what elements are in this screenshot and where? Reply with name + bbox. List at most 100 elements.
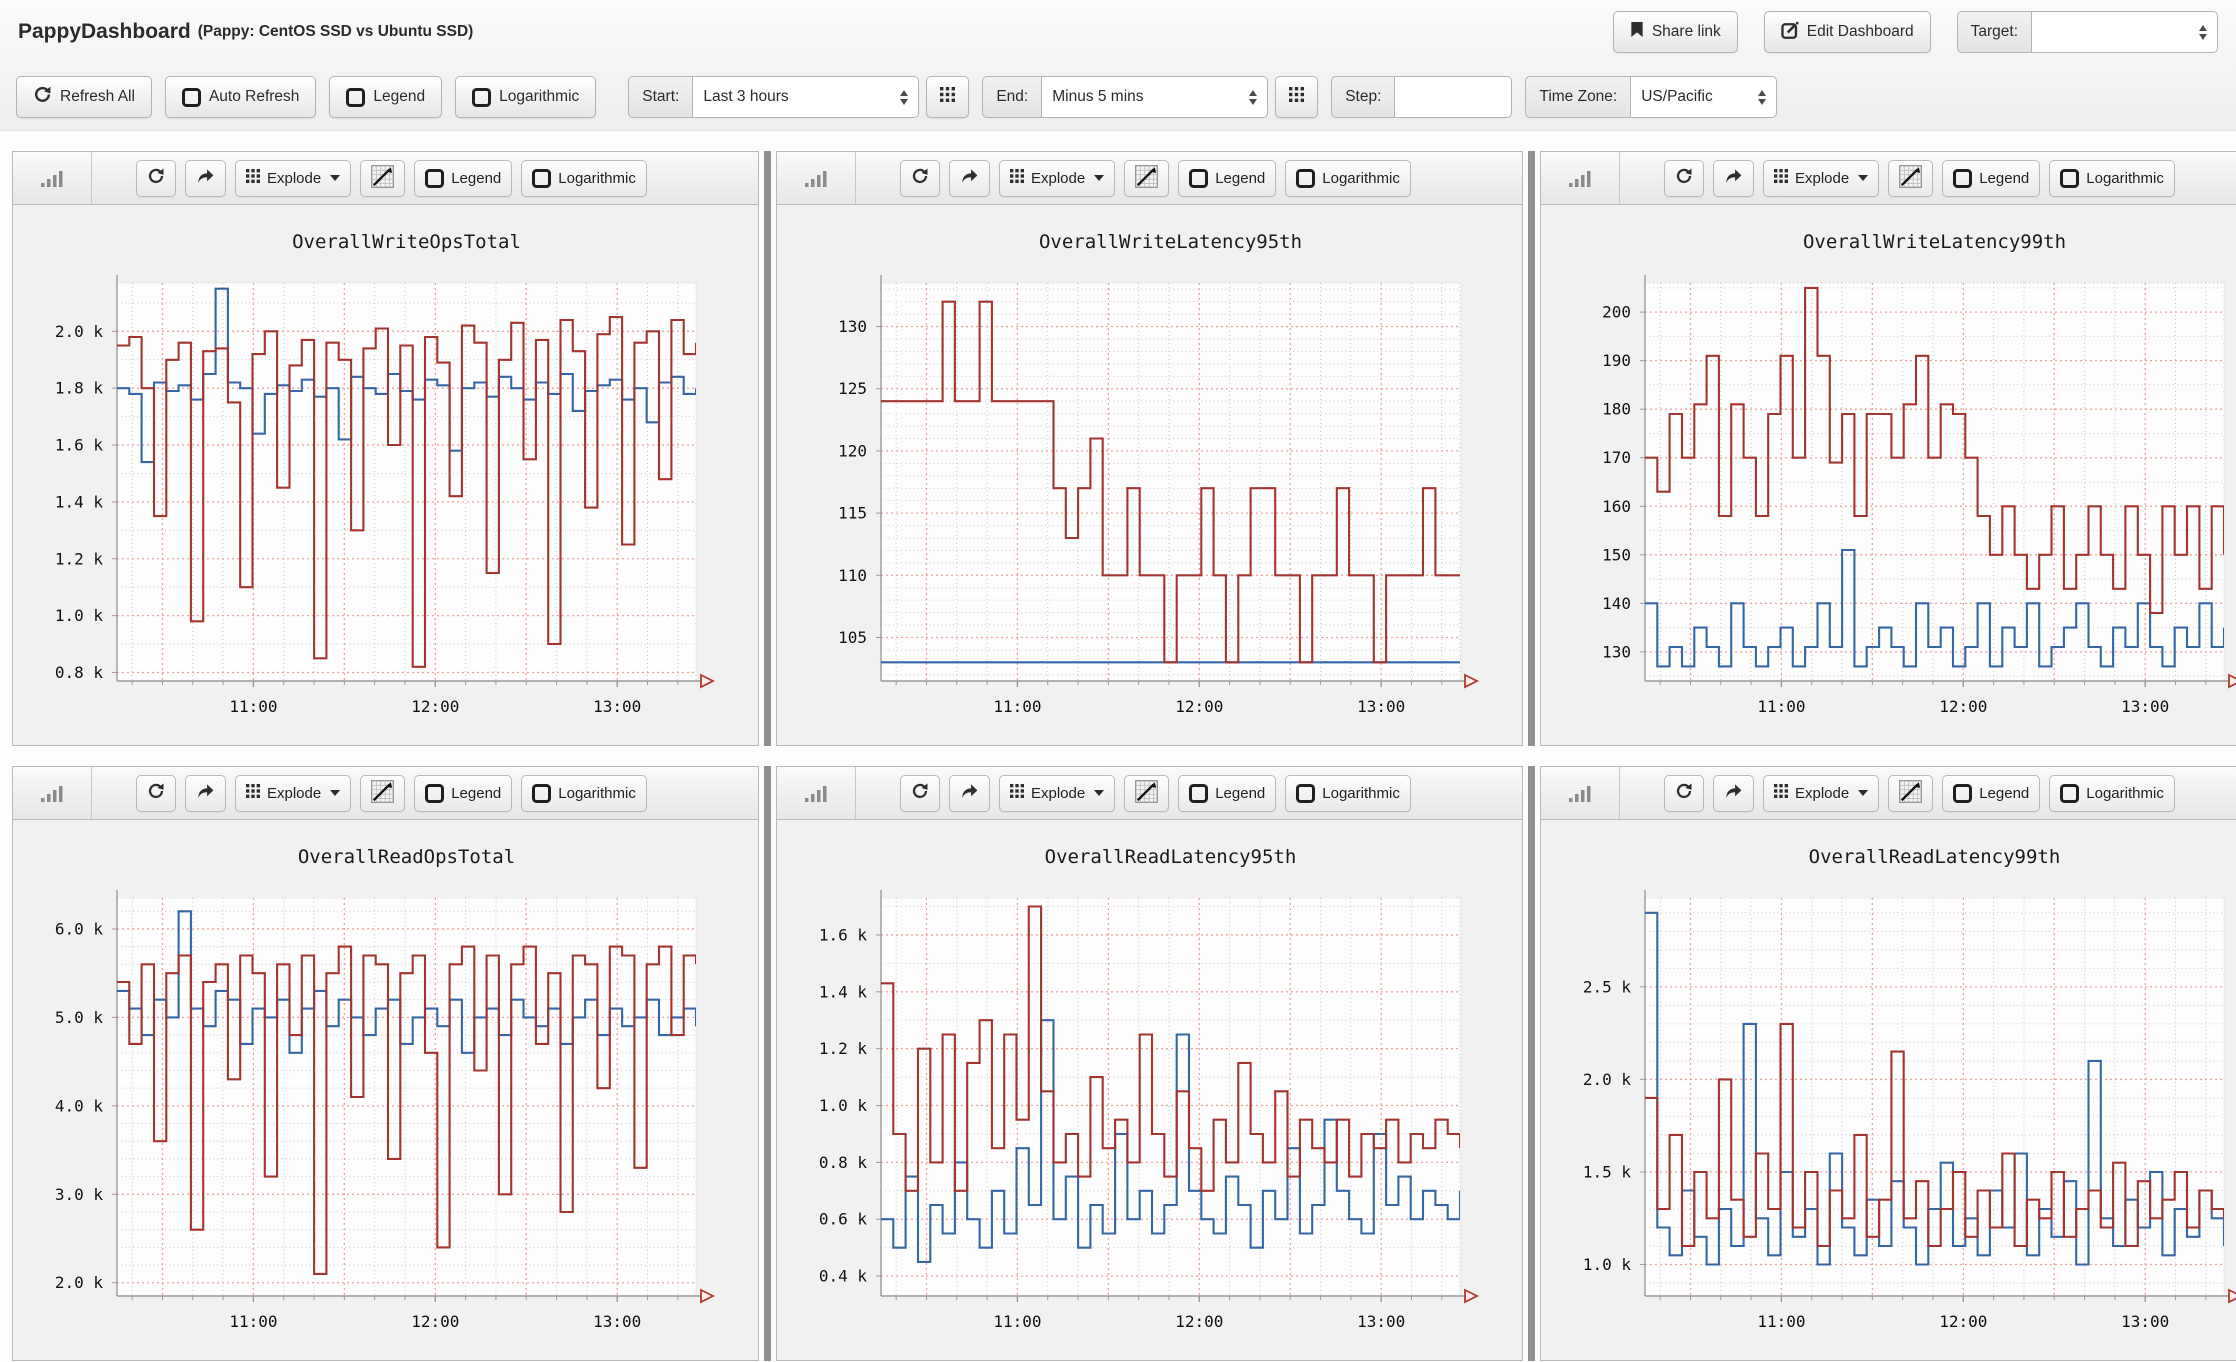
- start-datepicker-button[interactable]: [926, 76, 970, 118]
- share-link-button[interactable]: Share link: [1612, 11, 1738, 53]
- panel-logarithmic-toggle[interactable]: Logarithmic: [1285, 159, 1411, 197]
- svg-text:13:00: 13:00: [1357, 1312, 1405, 1331]
- share-arrow-icon: [196, 783, 215, 804]
- panel-refresh-button[interactable]: [136, 159, 176, 197]
- panel-refresh-button[interactable]: [900, 159, 940, 197]
- panel-legend-toggle[interactable]: Legend: [1942, 159, 2041, 197]
- panel-logarithmic-toggle[interactable]: Logarithmic: [2049, 774, 2175, 812]
- panel-share-button[interactable]: [949, 774, 990, 812]
- svg-text:12:00: 12:00: [411, 1312, 459, 1331]
- panel-share-button[interactable]: [185, 774, 226, 812]
- signal-bars-icon: [1541, 152, 1620, 204]
- logarithmic-toggle[interactable]: Logarithmic: [455, 76, 597, 118]
- panel-toolbar: Explode Legend Logarithmic: [777, 152, 1522, 205]
- panel-share-button[interactable]: [1713, 159, 1754, 197]
- panel-chart-type-button[interactable]: [1888, 159, 1934, 197]
- svg-text:1.5 k: 1.5 k: [1583, 1162, 1632, 1181]
- chart-canvas[interactable]: 130 125 120 115 110 105 11:00 12:00 13:00: [777, 205, 1520, 745]
- panel-explode-dropdown[interactable]: Explode: [1763, 774, 1880, 812]
- share-arrow-icon: [960, 783, 979, 804]
- panel-refresh-button[interactable]: [1664, 159, 1704, 197]
- edit-dashboard-button[interactable]: Edit Dashboard: [1763, 11, 1931, 53]
- panel-chart-type-button[interactable]: [1124, 774, 1170, 812]
- refresh-icon: [1675, 167, 1693, 189]
- panel-explode-dropdown[interactable]: Explode: [235, 159, 352, 197]
- column-divider[interactable]: [1528, 151, 1535, 746]
- refresh-icon: [911, 167, 929, 189]
- panel-legend-toggle[interactable]: Legend: [414, 159, 513, 197]
- line-chart-icon: [1135, 164, 1159, 192]
- panel-refresh-button[interactable]: [900, 774, 940, 812]
- panel-logarithmic-label: Logarithmic: [1322, 169, 1400, 187]
- toggle-icon: [532, 783, 552, 803]
- column-divider[interactable]: [1528, 766, 1535, 1361]
- toggle-icon: [1189, 783, 1209, 803]
- svg-text:150: 150: [1602, 545, 1631, 564]
- panel-refresh-button[interactable]: [1664, 774, 1704, 812]
- panel-explode-dropdown[interactable]: Explode: [999, 774, 1116, 812]
- panel-refresh-button[interactable]: [136, 774, 176, 812]
- chart-area: OverallReadOpsTotal 6.0 k 5.0 k 4.0 k 3.0 k…: [13, 820, 758, 1360]
- panel-logarithmic-toggle[interactable]: Logarithmic: [521, 159, 647, 197]
- line-chart-icon: [371, 779, 395, 807]
- panel-explode-dropdown[interactable]: Explode: [1763, 159, 1880, 197]
- panel-logarithmic-toggle[interactable]: Logarithmic: [2049, 159, 2175, 197]
- svg-text:13:00: 13:00: [2121, 1312, 2169, 1331]
- panel-legend-toggle[interactable]: Legend: [1178, 159, 1277, 197]
- line-chart-icon: [1135, 779, 1159, 807]
- refresh-icon: [147, 167, 165, 189]
- svg-text:0.4 k: 0.4 k: [819, 1267, 868, 1286]
- chart-title: OverallReadLatency95th: [1044, 846, 1297, 868]
- chart-panel: Explode Legend Logarithmic OverallReadLa…: [1540, 766, 2236, 1361]
- panel-share-button[interactable]: [185, 159, 226, 197]
- panel-logarithmic-toggle[interactable]: Logarithmic: [521, 774, 647, 812]
- svg-text:105: 105: [838, 628, 867, 647]
- up-down-arrows-icon: [1235, 89, 1258, 105]
- chart-canvas[interactable]: 2.5 k 2.0 k 1.5 k 1.0 k 11:00 12:00 13:00: [1541, 820, 2236, 1360]
- chart-canvas[interactable]: 200 190 180 170 160 150 140 130 11:00 12:00 13:00: [1541, 205, 2236, 745]
- panel-logarithmic-label: Logarithmic: [2086, 169, 2164, 187]
- grid-dots-icon: [940, 87, 956, 107]
- panel-explode-dropdown[interactable]: Explode: [999, 159, 1116, 197]
- explode-label: Explode: [267, 169, 322, 187]
- panel-legend-label: Legend: [451, 784, 502, 802]
- refresh-all-button[interactable]: Refresh All: [16, 76, 152, 118]
- line-chart-icon: [371, 164, 395, 192]
- panel-chart-type-button[interactable]: [360, 774, 406, 812]
- legend-toggle[interactable]: Legend: [329, 76, 443, 118]
- share-arrow-icon: [1724, 783, 1743, 804]
- caret-down-icon: [1858, 790, 1869, 796]
- panel-share-button[interactable]: [949, 159, 990, 197]
- explode-label: Explode: [1795, 169, 1850, 187]
- caret-down-icon: [330, 175, 341, 181]
- target-select[interactable]: [2031, 11, 2218, 53]
- panel-logarithmic-label: Logarithmic: [558, 169, 636, 187]
- chart-canvas[interactable]: 2.0 k 1.8 k 1.6 k 1.4 k 1.2 k 1.0 k 0.8 k 11:00…: [13, 205, 756, 745]
- column-divider[interactable]: [764, 766, 771, 1361]
- chart-canvas[interactable]: 1.6 k 1.4 k 1.2 k 1.0 k 0.8 k 0.6 k 0.4 k 11:00…: [777, 820, 1520, 1360]
- panel-chart-type-button[interactable]: [1124, 159, 1170, 197]
- panel-chart-type-button[interactable]: [360, 159, 406, 197]
- end-datepicker-button[interactable]: [1275, 76, 1319, 118]
- panel-legend-toggle[interactable]: Legend: [1942, 774, 2041, 812]
- panel-logarithmic-toggle[interactable]: Logarithmic: [1285, 774, 1411, 812]
- panel-row-2: Explode Legend Logarithmic OverallReadOp…: [12, 766, 2236, 1361]
- panel-share-button[interactable]: [1713, 774, 1754, 812]
- panel-toolbar: Explode Legend Logarithmic: [777, 767, 1522, 820]
- panel-chart-type-button[interactable]: [1888, 774, 1934, 812]
- explode-label: Explode: [267, 784, 322, 802]
- panel-legend-toggle[interactable]: Legend: [414, 774, 513, 812]
- dashboard-subtitle: (Pappy: CentOS SSD vs Ubuntu SSD): [197, 23, 474, 40]
- panel-explode-dropdown[interactable]: Explode: [235, 774, 352, 812]
- end-select[interactable]: Minus 5 mins: [1041, 76, 1269, 118]
- toggle-icon: [532, 168, 552, 188]
- refresh-icon: [1675, 782, 1693, 804]
- step-input[interactable]: [1394, 76, 1513, 118]
- chart-canvas[interactable]: 6.0 k 5.0 k 4.0 k 3.0 k 2.0 k 11:00 12:00 13:00: [13, 820, 756, 1360]
- column-divider[interactable]: [764, 151, 771, 746]
- logarithmic-label: Logarithmic: [499, 88, 580, 105]
- timezone-select[interactable]: US/Pacific: [1630, 76, 1778, 118]
- start-select[interactable]: Last 3 hours: [692, 76, 920, 118]
- auto-refresh-toggle[interactable]: Auto Refresh: [164, 76, 317, 118]
- panel-legend-toggle[interactable]: Legend: [1178, 774, 1277, 812]
